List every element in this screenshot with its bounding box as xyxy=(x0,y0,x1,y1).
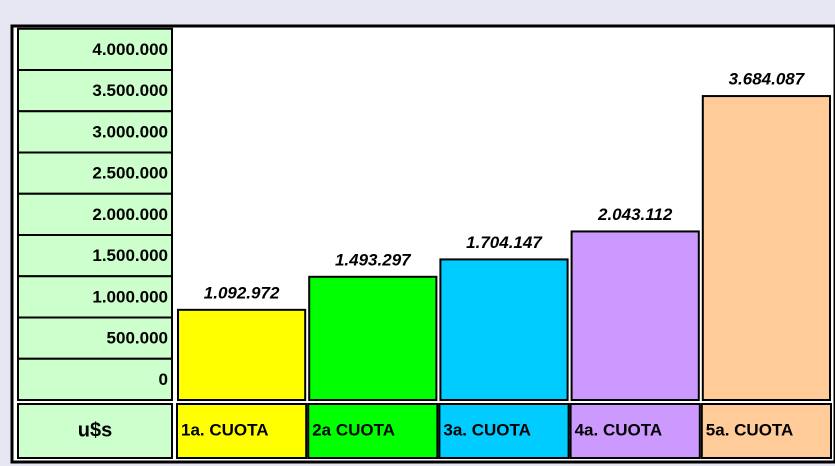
category-cell xyxy=(176,403,308,459)
category-cell xyxy=(569,403,701,459)
data-label: 3.684.087 xyxy=(729,70,806,89)
bar xyxy=(439,258,569,401)
y-tick-label: 4.000.000 xyxy=(92,40,168,59)
category-cell xyxy=(307,403,439,459)
x-tick-label: 3a. CUOTA xyxy=(443,420,531,439)
y-tick-cell xyxy=(17,275,173,319)
x-tick-label: 4a. CUOTA xyxy=(575,420,663,439)
x-tick-label: 2a CUOTA xyxy=(312,420,395,439)
category-cell xyxy=(700,403,832,459)
data-label: 2.043.112 xyxy=(597,205,673,224)
y-tick-cell xyxy=(17,316,173,360)
y-tick-label: 3.000.000 xyxy=(92,122,168,141)
bar xyxy=(308,275,438,402)
unit-cell xyxy=(17,403,173,459)
y-tick-cell xyxy=(17,357,173,401)
data-label: 1.704.147 xyxy=(466,233,543,252)
x-tick-label: 1a. CUOTA xyxy=(181,420,269,439)
y-tick-cell xyxy=(17,192,173,236)
y-tick-label: 2.500.000 xyxy=(92,164,168,183)
y-tick-cell xyxy=(17,27,173,71)
unit-label: u$s xyxy=(78,419,112,441)
y-tick-label: 0 xyxy=(159,370,168,389)
y-tick-label: 1.500.000 xyxy=(92,246,168,265)
y-tick-cell xyxy=(17,234,173,278)
bar xyxy=(570,230,700,401)
data-label: 1.493.297 xyxy=(335,250,412,269)
bar xyxy=(701,95,831,401)
bar xyxy=(177,308,307,401)
category-cell xyxy=(438,403,570,459)
data-label: 1.092.972 xyxy=(204,283,280,302)
y-tick-label: 3.500.000 xyxy=(92,81,168,100)
y-tick-label: 1.000.000 xyxy=(92,287,168,306)
x-tick-label: 5a. CUOTA xyxy=(706,420,794,439)
y-tick-label: 500.000 xyxy=(107,329,168,348)
y-tick-cell xyxy=(17,110,173,154)
y-tick-label: 2.000.000 xyxy=(92,205,168,224)
